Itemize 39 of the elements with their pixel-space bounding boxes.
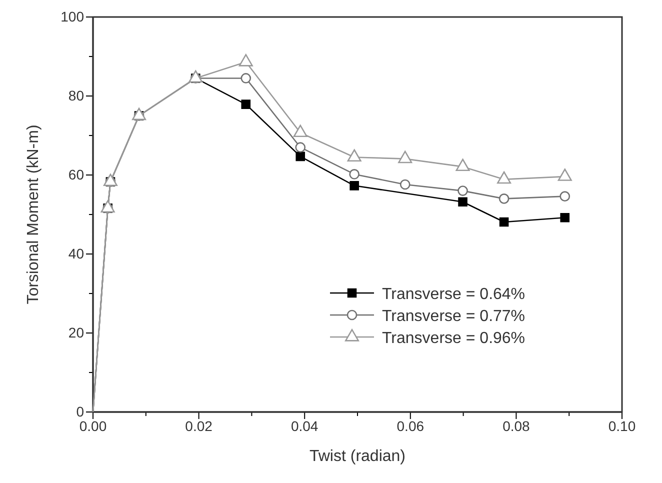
point bbox=[458, 186, 468, 196]
point bbox=[238, 54, 253, 66]
y-tick-label: 60 bbox=[68, 166, 84, 182]
point bbox=[188, 70, 203, 83]
y-tick-label: 0 bbox=[76, 403, 84, 420]
legend-label: Transverse = 0.96% bbox=[382, 330, 526, 347]
x-tick-label: 0.04 bbox=[290, 418, 318, 434]
x-tick-label: 0.08 bbox=[502, 418, 530, 434]
x-axis-title: Twist (radian) bbox=[309, 448, 406, 465]
legend-label: Transverse = 0.64% bbox=[382, 286, 526, 303]
point bbox=[347, 149, 362, 162]
point bbox=[560, 213, 570, 222]
legend-label: Transverse = 0.77% bbox=[382, 308, 526, 325]
point bbox=[499, 217, 509, 227]
x-tick-label: 0.02 bbox=[185, 418, 213, 434]
y-axis-title: Torsional Moment (kN-m) bbox=[25, 124, 42, 304]
point bbox=[296, 152, 306, 162]
point bbox=[400, 179, 410, 190]
point bbox=[241, 100, 251, 109]
x-tick-label: 0.10 bbox=[608, 418, 636, 434]
point bbox=[498, 194, 510, 204]
point bbox=[560, 191, 570, 202]
y-tick-label: 40 bbox=[68, 245, 84, 262]
x-tick-label: 0.00 bbox=[79, 418, 107, 434]
y-tick-label: 100 bbox=[60, 8, 84, 24]
x-tick-label: 0.06 bbox=[396, 418, 424, 434]
point bbox=[132, 108, 146, 120]
point bbox=[558, 168, 572, 181]
point bbox=[295, 142, 306, 153]
point bbox=[458, 197, 468, 207]
point bbox=[350, 181, 359, 190]
point bbox=[398, 150, 412, 164]
point bbox=[349, 169, 360, 180]
y-tick-label: 20 bbox=[68, 324, 84, 340]
y-tick-label: 80 bbox=[68, 87, 84, 104]
point bbox=[293, 124, 308, 138]
point bbox=[497, 171, 512, 184]
point bbox=[103, 174, 118, 186]
point bbox=[456, 158, 470, 172]
